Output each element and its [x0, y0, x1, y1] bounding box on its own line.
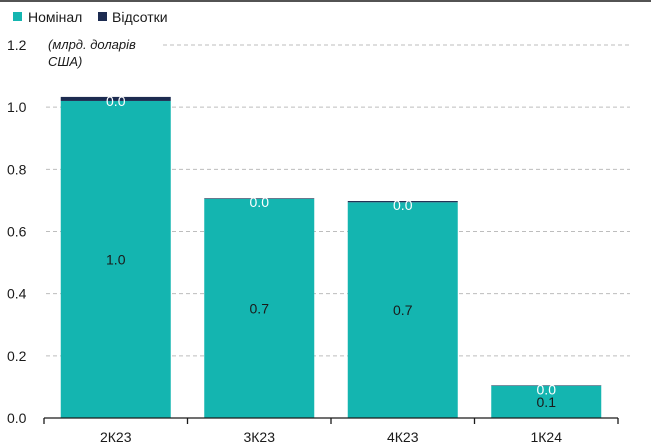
bar-1К24-nominal: [491, 385, 602, 418]
unit-note: (млрд. доларів США): [48, 37, 136, 69]
data-label-nominal-3К23: 0.7: [250, 300, 270, 316]
y-axis: 0.0 0.2 0.4 0.6 0.8 1.0 1.2: [7, 37, 27, 426]
data-label-interest-4К23: 0.0: [393, 197, 413, 213]
data-label-interest-2К23: 0.0: [106, 93, 126, 109]
y-tick-label-0.4: 0.4: [7, 286, 27, 302]
gridlines: [46, 44, 630, 357]
bar-3К23-nominal: [204, 198, 315, 418]
y-tick-label-1.2: 1.2: [7, 37, 27, 53]
x-tick-label-2К23: 2К23: [100, 429, 132, 445]
bar-2К23-nominal: [60, 100, 171, 418]
y-tick-label-0.8: 0.8: [7, 161, 27, 177]
legend-swatch-1: [13, 12, 22, 21]
bars: [60, 96, 602, 418]
data-label-nominal-1К24: 0.1: [537, 394, 557, 410]
data-label-nominal-4К23: 0.7: [393, 302, 413, 318]
bar-4К23-interest: [347, 201, 458, 203]
y-tick-label-0.2: 0.2: [7, 348, 27, 364]
bar-2К23-interest: [60, 96, 171, 101]
legend-label-1: Номінал: [28, 9, 82, 25]
legend-label-2: Відсотки: [112, 9, 168, 25]
bar-1К24-interest: [491, 385, 602, 386]
y-tick-label-1.0: 1.0: [7, 99, 27, 115]
data-label-nominal-2К23: 1.0: [106, 251, 126, 267]
y-tick-label-0.6: 0.6: [7, 224, 27, 240]
x-axis: 2К23 3К23 4К23 1К24: [43, 417, 619, 445]
x-tick-label-3К23: 3К23: [243, 429, 275, 445]
data-labels: 1.00.00.70.00.70.00.10.0: [106, 93, 556, 410]
legend: Номінал Відсотки: [13, 9, 168, 25]
y-tick-label-0.0: 0.0: [7, 410, 27, 426]
x-tick-label-1К24: 1К24: [530, 429, 562, 445]
data-label-interest-3К23: 0.0: [250, 194, 270, 210]
unit-note-line-2: США): [48, 54, 82, 69]
bar-3К23-interest: [204, 198, 315, 199]
bar-4К23-nominal: [347, 202, 458, 418]
data-label-interest-1К24: 0.0: [537, 381, 557, 397]
x-tick-label-4К23: 4К23: [387, 429, 419, 445]
unit-note-line-1: (млрд. доларів: [48, 37, 136, 52]
legend-swatch-2: [98, 12, 107, 21]
